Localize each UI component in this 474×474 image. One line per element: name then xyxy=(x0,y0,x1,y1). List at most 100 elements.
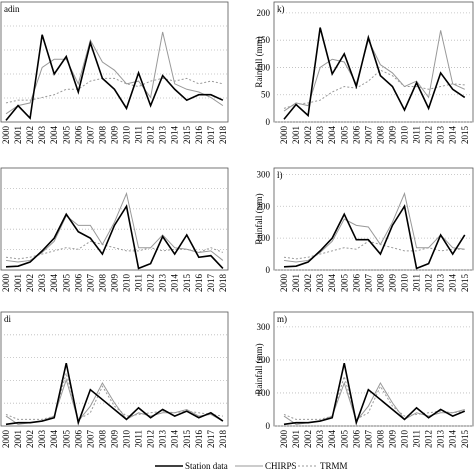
x-tick-label: 2014 xyxy=(448,274,458,293)
x-tick-label: 2013 xyxy=(436,274,446,293)
x-tick-label: 2000 xyxy=(279,274,289,293)
plot-frame xyxy=(273,311,474,427)
series-line xyxy=(5,204,224,270)
x-tick-label: 2017 xyxy=(206,274,216,293)
y-tick-label: 200 xyxy=(257,8,271,18)
x-tick-label: 2009 xyxy=(109,126,119,145)
x-tick-label: 2014 xyxy=(448,430,458,449)
x-tick-label: 2011 xyxy=(412,430,422,448)
x-tick-label: 2012 xyxy=(424,126,434,144)
plot-frame xyxy=(0,1,229,123)
x-tick-label: 2015 xyxy=(182,126,192,145)
x-tick-label: 2014 xyxy=(170,430,180,449)
y-axis-label: Rainfall (mm) xyxy=(254,343,264,394)
x-tick-label: 2000 xyxy=(279,430,289,449)
x-tick-label: 2008 xyxy=(97,126,107,145)
x-tick-label: 2010 xyxy=(122,430,132,449)
x-tick-label: 2006 xyxy=(73,126,83,145)
x-tick-label: 2006 xyxy=(351,430,361,449)
y-tick-label: 300 xyxy=(257,322,271,332)
x-tick-label: 2010 xyxy=(122,126,132,145)
x-tick-label: 2012 xyxy=(146,430,156,448)
legend-label: TRMM xyxy=(320,461,348,471)
series-line xyxy=(5,191,224,263)
y-tick-label: 150 xyxy=(257,35,271,45)
y-tick-label: 0 xyxy=(266,117,271,127)
series-line xyxy=(283,204,466,270)
series-line xyxy=(283,363,466,426)
x-tick-label: 2005 xyxy=(339,126,349,145)
x-tick-label: 2004 xyxy=(49,274,59,293)
x-tick-label: 2009 xyxy=(387,274,397,293)
x-tick-label: 2004 xyxy=(327,430,337,449)
plot-frame xyxy=(0,167,229,271)
x-tick-label: 2011 xyxy=(134,430,144,448)
x-tick-label: 2007 xyxy=(85,274,95,293)
x-tick-label: 2006 xyxy=(73,430,83,449)
x-tick-label: 2009 xyxy=(387,430,397,449)
series-line xyxy=(283,381,465,425)
x-tick-label: 2002 xyxy=(303,430,313,448)
series-line xyxy=(283,27,466,120)
legend-label: Station data xyxy=(185,461,228,471)
series-line xyxy=(5,240,224,260)
x-tick-label: 2018 xyxy=(218,430,228,449)
series-line xyxy=(283,191,465,263)
x-tick-label: 2004 xyxy=(49,126,59,145)
x-tick-label: 2002 xyxy=(25,430,35,448)
x-tick-label: 2006 xyxy=(351,126,361,145)
x-tick-label: 2015 xyxy=(460,430,470,449)
series-line xyxy=(5,77,224,104)
x-tick-label: 2013 xyxy=(158,274,168,293)
panel-title: l) xyxy=(277,170,283,180)
x-tick-label: 2001 xyxy=(291,274,301,292)
x-tick-label: 2007 xyxy=(85,126,95,145)
x-tick-label: 2008 xyxy=(97,274,107,293)
plot-frame xyxy=(273,167,474,271)
series-line xyxy=(5,378,224,425)
x-tick-label: 2011 xyxy=(412,126,422,144)
x-tick-label: 2012 xyxy=(424,274,434,292)
legend-label: CHIRPS xyxy=(265,461,297,471)
x-tick-label: 2000 xyxy=(1,430,11,449)
y-axis-label: Rainfall (mm) xyxy=(254,36,264,87)
x-tick-label: 2016 xyxy=(194,126,204,145)
panel-title: adin xyxy=(4,4,20,14)
x-tick-label: 2007 xyxy=(85,430,95,449)
x-tick-label: 2005 xyxy=(339,274,349,293)
x-tick-label: 2017 xyxy=(206,126,216,145)
x-tick-label: 2011 xyxy=(134,274,144,292)
panel-title: m) xyxy=(277,314,287,324)
x-tick-label: 2010 xyxy=(400,430,410,449)
x-tick-label: 2007 xyxy=(363,126,373,145)
x-tick-label: 2012 xyxy=(424,430,434,448)
x-tick-label: 2009 xyxy=(387,126,397,145)
x-tick-label: 2000 xyxy=(279,126,289,145)
x-tick-label: 2018 xyxy=(218,126,228,145)
x-tick-label: 2017 xyxy=(206,430,216,449)
x-tick-label: 2015 xyxy=(182,274,192,293)
x-tick-label: 2005 xyxy=(61,274,71,293)
x-tick-label: 2006 xyxy=(351,274,361,293)
x-tick-label: 2007 xyxy=(363,430,373,449)
plot-frame xyxy=(273,1,474,123)
x-tick-label: 2013 xyxy=(158,126,168,145)
x-tick-label: 2006 xyxy=(73,274,83,293)
y-axis-label: Rainfall (mm) xyxy=(254,193,264,244)
x-tick-label: 2016 xyxy=(194,274,204,293)
x-tick-label: 2007 xyxy=(363,274,373,293)
x-tick-label: 2009 xyxy=(109,274,119,293)
x-tick-label: 2001 xyxy=(13,274,23,292)
series-line xyxy=(283,374,465,421)
x-tick-label: 2005 xyxy=(61,126,71,145)
x-tick-label: 2003 xyxy=(37,126,47,145)
x-tick-label: 2014 xyxy=(170,274,180,293)
x-tick-label: 2002 xyxy=(303,274,313,292)
x-tick-label: 2003 xyxy=(315,274,325,293)
y-tick-label: 100 xyxy=(257,233,271,243)
y-tick-label: 50 xyxy=(261,90,271,100)
x-tick-label: 2018 xyxy=(218,274,228,293)
x-tick-label: 2014 xyxy=(448,126,458,145)
x-tick-label: 2008 xyxy=(375,274,385,293)
y-tick-label: 200 xyxy=(257,355,271,365)
